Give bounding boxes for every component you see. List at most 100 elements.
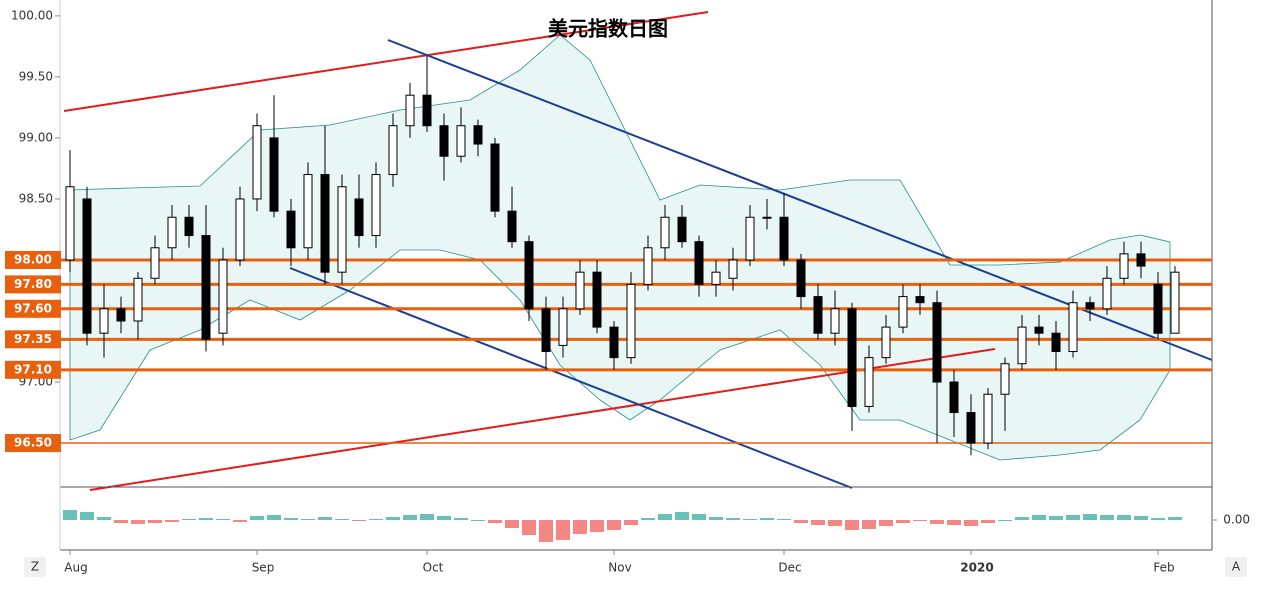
candle-body: [864, 357, 874, 407]
level-label: 98.00: [14, 252, 52, 266]
level-label: 97.60: [14, 301, 52, 315]
histogram-bar: [267, 515, 281, 520]
candle-body: [541, 308, 551, 353]
histogram-bar: [930, 520, 944, 524]
histogram-bar: [794, 520, 808, 523]
histogram-bar: [726, 518, 740, 520]
histogram-bar: [284, 518, 298, 520]
histogram-bar: [573, 520, 587, 534]
histogram-bar: [131, 520, 145, 524]
level-label-bg: [5, 299, 61, 318]
histogram-bar: [1083, 514, 1097, 520]
candle-body: [609, 326, 619, 359]
histogram-bar: [760, 518, 774, 520]
histogram-bar: [607, 520, 621, 530]
candle-body: [711, 271, 721, 285]
x-tick-label: Dec: [778, 561, 801, 575]
histogram-bar: [828, 520, 842, 526]
trend-line: [289, 267, 853, 489]
histogram-bar: [998, 520, 1012, 521]
histogram-bar: [386, 517, 400, 520]
candle-body: [1136, 253, 1146, 267]
level-label: 97.10: [14, 362, 52, 376]
histogram-bar: [947, 520, 961, 525]
histogram-bar: [420, 514, 434, 520]
histogram-bar: [199, 518, 213, 520]
candle-body: [422, 94, 432, 127]
candle-body: [660, 216, 670, 249]
histogram-bar: [641, 518, 655, 520]
candle-body: [983, 393, 993, 444]
histogram-bar: [811, 520, 825, 525]
histogram-bar: [165, 520, 179, 522]
histogram-bar: [471, 520, 485, 521]
histogram-bar: [182, 519, 196, 520]
candle-body: [490, 143, 500, 212]
candle-body: [99, 308, 109, 334]
candle-body: [898, 296, 908, 328]
histogram-bar: [658, 514, 672, 520]
histogram-bar: [1134, 516, 1148, 520]
histogram-bar: [1015, 517, 1029, 520]
candle-body: [473, 125, 483, 145]
candle-body: [728, 259, 738, 279]
candle-body: [1102, 277, 1112, 310]
histogram-bar: [1032, 515, 1046, 520]
histogram-bar: [403, 515, 417, 520]
histogram-bar: [1168, 517, 1182, 520]
candle-body: [1085, 302, 1095, 310]
candle-body: [133, 277, 143, 322]
button-label: Z: [31, 560, 39, 574]
histogram-bar: [913, 520, 927, 521]
histogram-bar: [1117, 515, 1131, 520]
histogram-bar: [488, 520, 502, 523]
button[interactable]: A: [1225, 557, 1247, 577]
level-label-bg: [5, 360, 61, 379]
x-tick-label: Sep: [252, 561, 275, 575]
candle-body: [320, 174, 330, 273]
y-tick-label: 0.00: [1223, 513, 1250, 527]
candle-body: [524, 241, 534, 310]
candle-body: [1170, 271, 1180, 334]
level-label-bg: [5, 330, 61, 349]
candle-body: [796, 259, 806, 298]
button-bg: [1225, 557, 1247, 577]
x-tick-label: Nov: [608, 561, 631, 575]
histogram-bar: [743, 519, 757, 520]
histogram-bar: [250, 516, 264, 520]
candle-body: [439, 125, 449, 157]
y-tick-label: 98.50: [19, 191, 53, 205]
x-tick-label: Feb: [1153, 561, 1174, 575]
candle-body: [932, 302, 942, 383]
candle-body: [150, 247, 160, 279]
candle-body: [354, 198, 364, 237]
candle-body: [575, 271, 585, 310]
level-label: 97.35: [14, 332, 52, 346]
histogram-bar: [1049, 516, 1063, 520]
candle-body: [218, 259, 228, 334]
candle-body: [1034, 326, 1044, 334]
candle-body: [592, 271, 602, 328]
candle-body: [388, 125, 398, 176]
histogram-bar: [964, 520, 978, 526]
button[interactable]: Z: [24, 557, 46, 577]
histogram-bar: [437, 516, 451, 520]
level-label: 96.50: [14, 436, 52, 450]
candle-body: [643, 247, 653, 285]
histogram-bar: [454, 518, 468, 520]
histogram-bar: [981, 520, 995, 523]
candle-body: [1017, 326, 1027, 365]
candle-body: [677, 216, 687, 243]
candle-body: [201, 235, 211, 340]
level-label-bg: [5, 275, 61, 294]
candle-body: [966, 412, 976, 444]
histogram-bar: [1151, 518, 1165, 520]
plot: 97.0098.5099.0099.50100.0098.0097.8097.6…: [5, 8, 1250, 575]
histogram-bar: [862, 520, 876, 529]
histogram-bar: [352, 520, 366, 521]
candle-body: [337, 186, 347, 273]
histogram-bar: [777, 519, 791, 520]
histogram-bar: [505, 520, 519, 528]
candle-body: [949, 381, 959, 414]
